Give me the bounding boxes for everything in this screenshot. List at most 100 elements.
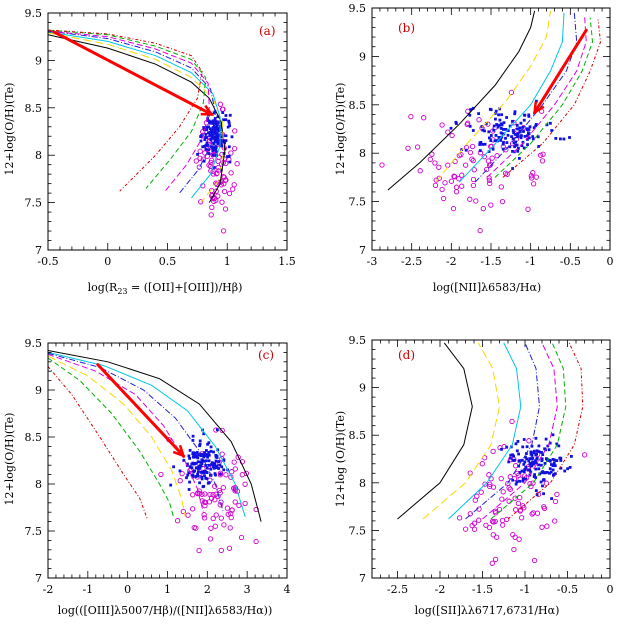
panel-b-magenta-point [470,157,476,164]
panel-b-magenta-point [486,177,493,183]
panel-b-blue-point [513,133,517,136]
panel-b-blue-point [512,131,515,135]
panel-b-blue-point [484,122,488,125]
panel-b-blue-point [521,140,525,144]
panel-b-blue-point [505,141,509,144]
panel-d-blue-point [555,459,559,462]
panel-a-x-tick-label: 0 [104,255,111,268]
panel-c-blue-point [218,463,222,467]
panel-c-magenta-point [189,506,196,512]
panel-c-blue-point [214,454,218,457]
panel-c-magenta-point [242,500,248,507]
panel-b-blue-point [499,139,503,142]
panel-b-blue-point [483,142,487,146]
panel-d-blue-point [552,474,555,477]
panel-b-blue-point [506,129,510,132]
panel-d-blue-point [549,470,553,474]
panel-a-x-tick-label: -0.5 [37,255,58,268]
panel-a-blue-point [226,155,229,158]
panel-a-blue-point [209,137,213,141]
panel-d-blue-point [559,459,563,462]
panel-d: (d) log([SII]λλ6717,6731/Hα) 12+log (O/H… [334,334,614,617]
panel-a-blue-point [207,152,211,155]
panel-b-blue-point [489,134,493,137]
panel-d-magenta-point [486,483,493,490]
panel-a-xlabel: log(R23 = ([OII]+[OIII])/Hβ) [88,281,243,296]
panel-d-blue-point [509,453,513,457]
panel-c-magenta-point [180,508,186,515]
panel-b-blue-point [499,122,503,126]
panel-a-magenta-point [198,199,204,205]
panel-a-blue-point [206,117,209,120]
panel-c-blue-point [193,452,197,455]
panel-c-magenta-point [202,491,208,497]
panel-d-blue-point [517,464,521,468]
panel-a-magenta-point [210,171,217,177]
panel-a-y-tick-label: 8 [35,149,42,162]
panel-c-magenta-point [220,484,226,491]
panel-b-blue-point [516,135,519,139]
panel-d-blue-point [563,469,567,473]
panel-d-magenta-point [506,485,512,491]
panel-c-x-tick-label: 2 [204,583,211,596]
panel-d-blue-point [511,453,514,457]
panel-b-magenta-point [436,175,442,181]
panel-b-magenta-point [530,181,537,187]
panel-c-magenta-point [212,483,218,489]
panel-b-model-curve-red [502,19,602,178]
panel-c-blue-point [207,463,211,467]
panel-d-blue-point [521,445,525,449]
panel-c-blue-point [202,455,206,459]
panel-c-magenta-point [158,471,164,478]
panel-d-magenta-point [530,510,536,516]
panel-c-magenta-point [232,499,238,505]
panel-b-magenta-point [439,122,445,128]
panel-c-magenta-point [239,472,245,478]
panel-b-blue-point [468,124,472,128]
panel-d-ylabel: 12+log (O/H)(Te) [334,411,347,507]
panel-b-magenta-point [439,186,445,193]
panel-c: (c) log(([OIII]λ5007/Hβ)/([NII]λ6583/Hα)… [3,337,291,617]
panel-b-magenta-point [417,168,423,174]
panel-c-magenta-point [201,512,207,518]
panel-b-blue-point [488,136,491,140]
panel-d-blue-point [523,468,527,471]
panel-d-blue-point [551,458,555,461]
panel-b-x-tick-label: -1 [525,255,536,268]
panel-a-blue-point [213,139,217,143]
panel-c-blue-point [196,474,199,478]
panel-c-magenta-point [229,507,235,513]
panel-d-blue-point [540,451,543,454]
panel-d-y-tick-label: 9.5 [349,334,367,347]
panel-d-magenta-point [520,503,526,509]
panel-c-blue-point [191,439,195,442]
panel-c-blue-point [188,465,192,469]
panel-b-magenta-point [459,183,465,189]
panel-d-magenta-point [478,489,484,495]
panel-a-blue-point [230,135,234,139]
panel-b-magenta-point [530,170,536,176]
panel-b-blue-point [522,146,526,150]
panel-a-magenta-point [221,188,228,195]
panel-d-blue-point [543,471,547,474]
panel-d-magenta-point [544,523,550,529]
panel-b-magenta-point [442,180,448,186]
panel-b-x-tick-label: 0 [607,255,614,268]
panel-d-blue-point [516,440,520,443]
panel-c-blue-point [204,454,207,457]
panel-d-blue-point [507,460,511,464]
panel-d-magenta-point [552,518,558,524]
panel-a-blue-point [207,131,210,135]
panel-a-blue-point [214,145,218,148]
panel-c-magenta-point [177,478,183,484]
panel-b-magenta-point [459,172,465,178]
panel-c-blue-point [217,460,221,464]
panel-d-magenta-point [531,557,538,564]
panel-c-blue-point [198,481,201,485]
panel-c-magenta-point [185,512,191,518]
panel-a-blue-point [216,142,220,145]
panel-d-blue-point [554,472,557,476]
panel-a-blue-point [196,153,199,156]
panel-d-blue-point [520,469,524,473]
